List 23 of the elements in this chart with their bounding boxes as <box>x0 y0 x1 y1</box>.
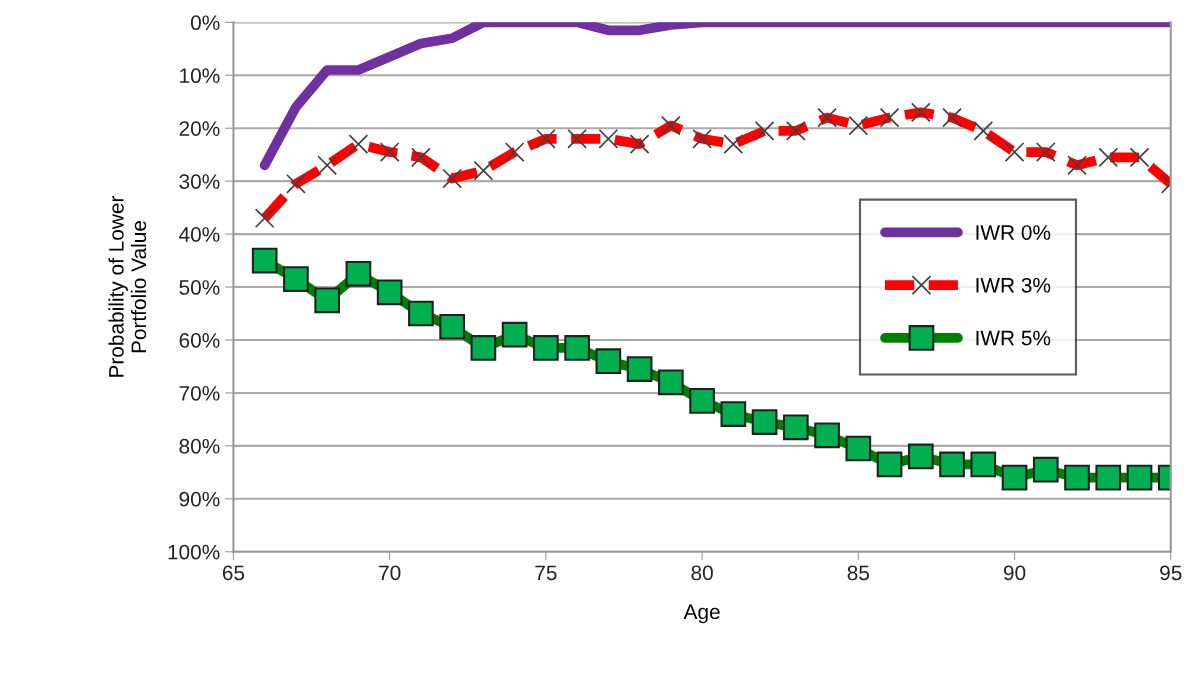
y-tick-label: 80% <box>179 438 220 454</box>
y-axis-title: Probability of Lower Portfolio Value <box>108 195 147 377</box>
y-tick-label: 50% <box>179 280 220 295</box>
legend-label: IWR 0% <box>976 225 1051 240</box>
x-tick-label: 95 <box>1160 565 1182 581</box>
y-tick-label: 100% <box>168 544 220 560</box>
legend-label: IWR 3% <box>976 277 1051 293</box>
y-tick-label: 20% <box>179 121 220 136</box>
y-tick-label: 40% <box>179 227 220 242</box>
legend-label: IWR 5% <box>976 330 1051 346</box>
x-tick-label: 75 <box>535 565 557 581</box>
x-tick-label: 65 <box>222 565 245 581</box>
y-tick-label: 10% <box>180 68 220 84</box>
y-tick-label: 30% <box>179 174 220 189</box>
y-tick-label: 60% <box>179 332 220 348</box>
y-tick-label: 90% <box>179 491 220 507</box>
y-tick-label: 0% <box>190 15 220 31</box>
x-tick-label: 80 <box>691 565 713 581</box>
x-tick-label: 85 <box>847 565 870 581</box>
x-tick-label: 70 <box>379 565 401 581</box>
x-tick-label: 90 <box>1003 565 1026 581</box>
x-axis-title: Age <box>683 604 720 624</box>
y-tick-label: 70% <box>179 385 220 401</box>
